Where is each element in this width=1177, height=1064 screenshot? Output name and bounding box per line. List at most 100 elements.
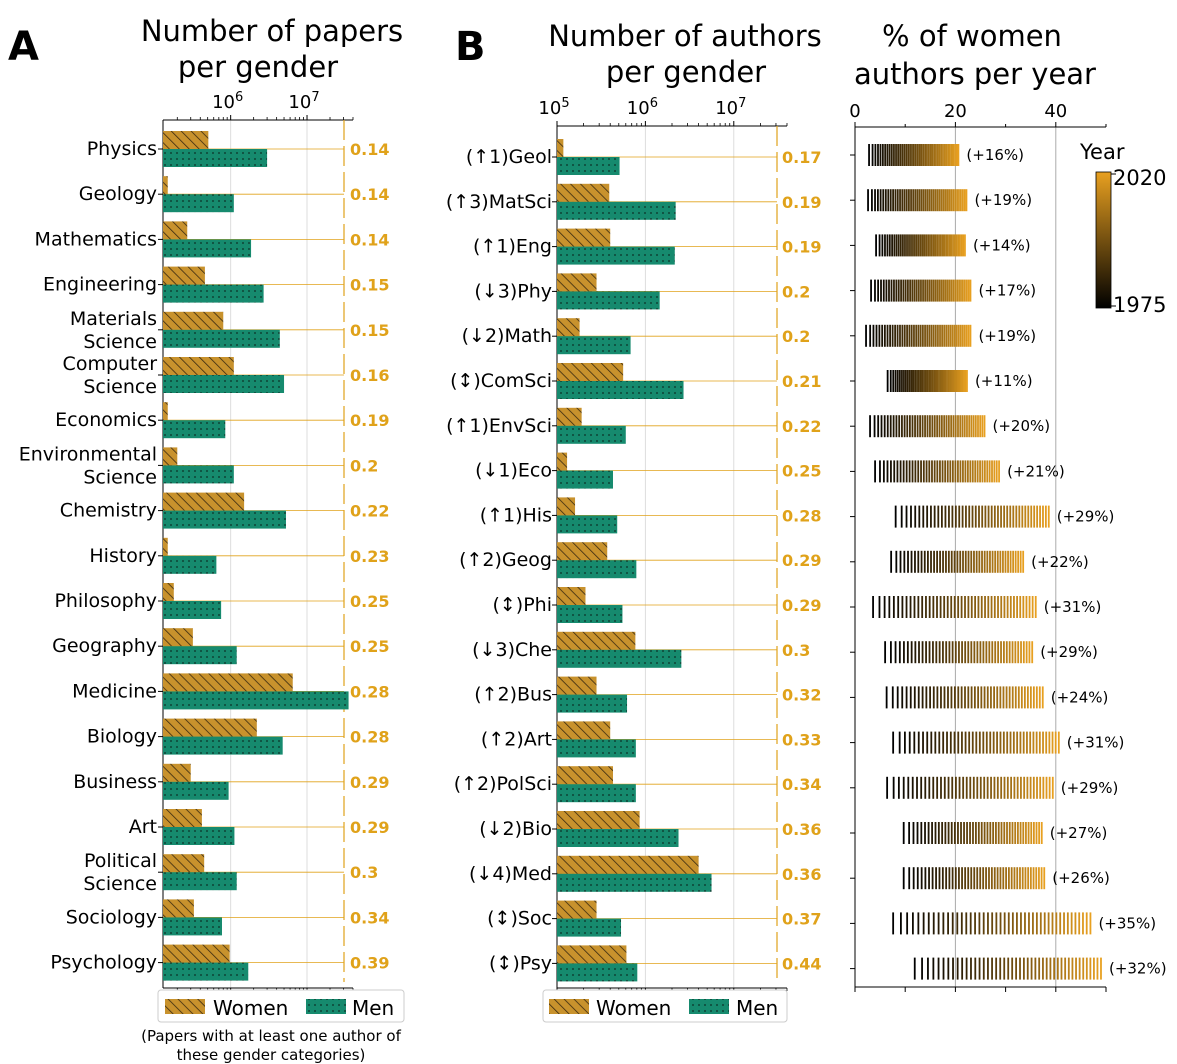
papers-ratio-political-science: 0.3 [350,863,378,882]
panel-a-title-line1: Number of papers [141,14,403,48]
papers-women-bar-psychology [163,944,230,963]
authors-women-bar-3-matsci [557,183,610,202]
panel-b-title-line1: Number of authors [548,19,822,53]
authors-category-label-2-polsci: (↑2)PolSci [454,773,552,795]
legend-b-men-label: Men [736,996,778,1020]
papers-category-label-business: Business [73,771,157,793]
authors-ratio-3-matsci: 0.19 [782,193,821,212]
authors-women-bar-1-geol [557,139,564,157]
panel-b-title-line2: per gender [606,55,766,89]
papers-category-label-geography: Geography [52,635,157,657]
authors-category-label-2-art: (↑2)Art [481,728,552,750]
papers-category-label-environmental-science: Environmental [19,443,157,465]
papers-women-bar-economics [163,402,168,421]
authors-category-label-soc: (↕)Soc [487,908,552,930]
authors-women-bar-2-bus [557,676,597,695]
papers-women-bar-biology [163,718,257,737]
papers-men-bar-physics [163,149,268,167]
authors-men-bar-1-his [557,515,618,534]
authors-tick-label: 107 [715,96,746,119]
panel-a-papers-chart: 106 107 0.14 Physics 0.14 Geology 0.14 Mathemat… [19,90,389,993]
papers-men-bar-computer-science [163,375,285,393]
authors-ratio-1-eco: 0.25 [782,462,821,481]
percent-change-label: (+11%) [975,372,1033,390]
papers-category-label-economics: Economics [55,409,157,431]
authors-category-label-3-che: (↓3)Che [472,639,552,661]
percent-change-label: (+29%) [1057,508,1115,526]
papers-men-bar-business [163,781,229,800]
papers-category-label-political-science: Political [84,850,157,872]
papers-ratio-medicine: 0.28 [350,682,389,701]
papers-ratio-computer-science: 0.16 [350,366,389,385]
authors-women-bar-2-geog [557,542,608,561]
percent-change-label: (+29%) [1061,779,1119,797]
papers-category-label-environmental-science: Science [83,466,157,488]
authors-ratio-psy: 0.44 [782,954,821,973]
authors-ratio-2-art: 0.33 [782,730,821,749]
colorbar-title: Year [1079,140,1125,164]
papers-women-bar-business [163,763,191,782]
papers-men-bar-history [163,555,217,574]
panel-a-note-line2: these gender categories) [177,1046,366,1064]
authors-men-bar-1-eng [557,246,675,265]
papers-women-bar-geography [163,628,193,647]
authors-men-bar-1-envsci [557,425,626,444]
legend-a-men-swatch [306,999,346,1014]
authors-women-bar-3-phy [557,273,597,292]
papers-ratio-economics: 0.19 [350,411,389,430]
papers-ratio-sociology: 0.34 [350,908,389,927]
authors-men-bar-1-eco [557,470,613,489]
panel-a-title-line2: per gender [178,50,338,84]
authors-men-bar-3-phy [557,291,660,310]
papers-category-label-physics: Physics [87,138,157,160]
authors-ratio-2-bus: 0.32 [782,686,821,705]
authors-women-bar-1-eng [557,228,611,247]
papers-category-label-art: Art [129,816,157,838]
papers-men-bar-medicine [163,691,349,710]
papers-ratio-biology: 0.28 [350,728,389,747]
papers-women-bar-political-science [163,854,205,873]
legend-a-women-swatch [165,999,205,1014]
authors-men-bar-comsci [557,381,684,399]
papers-women-bar-environmental-science [163,447,178,466]
percent-change-label: (+26%) [1052,869,1110,887]
panel-b-letter: B [455,24,486,70]
percent-change-label: (+21%) [1007,462,1065,480]
papers-category-label-medicine: Medicine [72,680,157,702]
papers-category-label-chemistry: Chemistry [60,500,157,522]
papers-ratio-business: 0.29 [350,773,389,792]
authors-ratio-soc: 0.37 [782,910,821,929]
authors-ratio-1-geol: 0.17 [782,148,821,167]
authors-ratio-3-che: 0.3 [782,641,810,660]
papers-men-bar-materials-science [163,329,280,348]
papers-category-label-computer-science: Science [83,376,157,398]
authors-women-bar-2-bio [557,811,640,829]
authors-men-bar-3-matsci [557,201,676,220]
authors-men-bar-psy [557,963,638,982]
papers-category-label-biology: Biology [87,726,157,748]
papers-women-bar-geology [163,176,168,195]
percent-change-label: (+14%) [973,236,1031,254]
authors-women-bar-psy [557,945,627,964]
authors-ratio-1-his: 0.28 [782,506,821,525]
colorbar-max-label: 2020 [1113,166,1166,190]
papers-ratio-engineering: 0.15 [350,276,389,295]
panel-c-women-percent-chart: 0 20 40 (+16%) (+19%) (+14%) (+17%) (+19%) (+11%… [849,101,1167,992]
authors-category-label-3-matsci: (↑3)MatSci [446,191,552,213]
papers-category-label-psychology: Psychology [50,952,157,974]
authors-women-bar-1-envsci [557,407,582,426]
papers-ratio-geography: 0.25 [350,637,389,656]
papers-men-bar-environmental-science [163,465,234,484]
papers-category-label-sociology: Sociology [66,906,157,928]
authors-category-label-1-eco: (↓1)Eco [475,460,552,482]
papers-women-bar-engineering [163,266,205,285]
papers-ratio-physics: 0.14 [350,140,389,159]
authors-category-label-comsci: (↕)ComSci [450,370,552,392]
authors-category-label-psy: (↕)Psy [489,952,552,974]
authors-men-bar-soc [557,918,622,937]
papers-ratio-art: 0.29 [350,818,389,837]
papers-men-bar-political-science [163,872,237,891]
panel-b-authors-chart: 105 106 107 0.17 (↑1)Geol 0.19 (↑3)MatSci 0.19 (… [446,96,821,993]
legend-a-women-label: Women [213,996,288,1020]
